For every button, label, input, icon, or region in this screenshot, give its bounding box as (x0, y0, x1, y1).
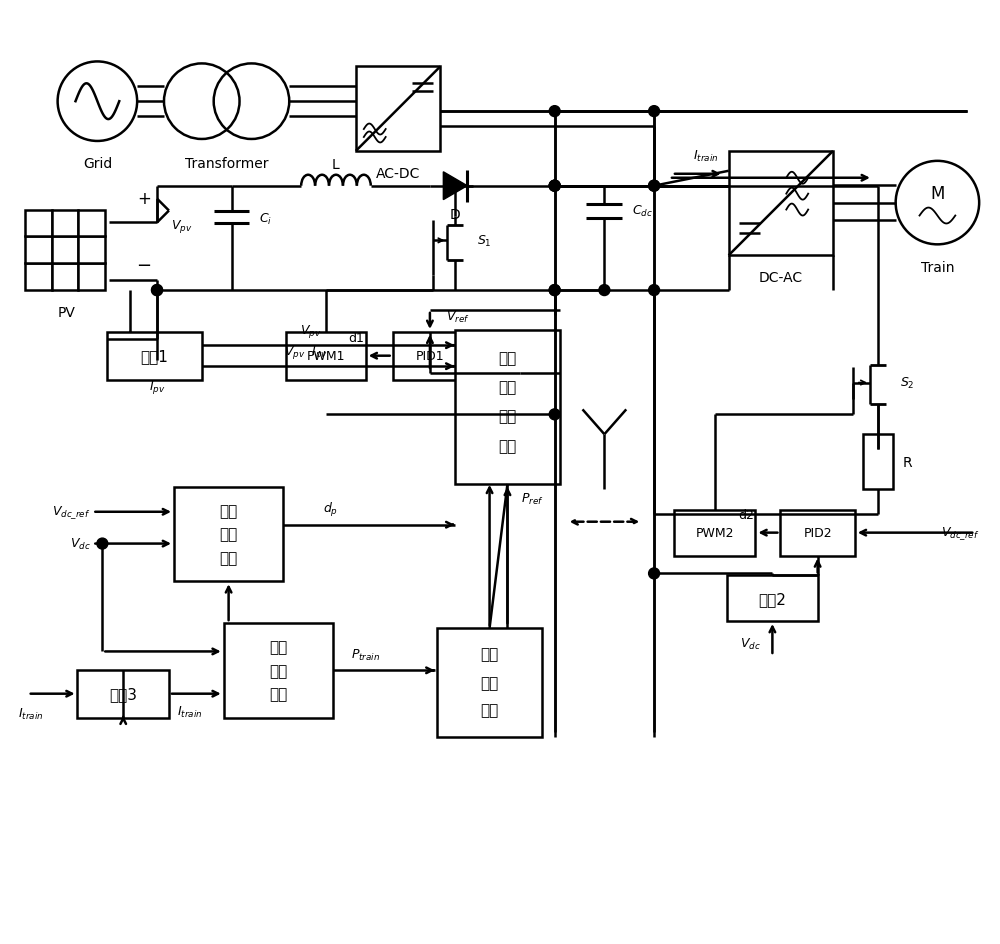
Text: $V_{dc}$: $V_{dc}$ (740, 635, 761, 650)
Bar (729, 152, 833, 256)
Text: $I_{train}$: $I_{train}$ (18, 706, 43, 721)
Bar (52, 237, 78, 264)
Text: $P_{train}$: $P_{train}$ (351, 648, 380, 663)
Text: D: D (450, 208, 461, 221)
Bar (455, 330, 560, 484)
Bar (356, 67, 440, 152)
Text: DC-AC: DC-AC (759, 271, 803, 285)
Circle shape (549, 107, 560, 117)
Text: $I_{train}$: $I_{train}$ (693, 149, 719, 164)
Circle shape (549, 181, 560, 192)
Text: +: + (137, 190, 151, 208)
Text: 计算: 计算 (269, 686, 287, 701)
Circle shape (649, 568, 660, 580)
Circle shape (549, 285, 560, 296)
Bar (25, 237, 52, 264)
Bar (174, 487, 283, 582)
Bar (25, 211, 52, 237)
Text: 采样2: 采样2 (758, 591, 786, 606)
Circle shape (649, 285, 660, 296)
Bar (437, 629, 542, 737)
Bar (107, 332, 202, 380)
Text: 功率: 功率 (219, 503, 238, 518)
Text: 采样1: 采样1 (141, 349, 168, 363)
Bar (78, 264, 105, 291)
Bar (780, 511, 855, 556)
Bar (52, 211, 78, 237)
Text: $I_{pv}$: $I_{pv}$ (149, 379, 165, 396)
Circle shape (649, 107, 660, 117)
Text: 牵引: 牵引 (269, 639, 287, 654)
Text: L: L (332, 158, 340, 172)
Text: $V_{pv}\ \ I_{pv}$: $V_{pv}\ \ I_{pv}$ (284, 344, 328, 361)
Text: PV: PV (58, 306, 76, 320)
Circle shape (152, 285, 162, 296)
Circle shape (97, 538, 108, 549)
Polygon shape (443, 173, 467, 200)
Text: 计算: 计算 (480, 703, 499, 717)
Text: $d_p$: $d_p$ (323, 500, 339, 518)
Text: $S_1$: $S_1$ (477, 233, 492, 248)
Text: 控制: 控制 (498, 438, 517, 453)
Text: $P_{ref}$: $P_{ref}$ (521, 492, 544, 507)
Bar (286, 332, 366, 380)
Text: PWM2: PWM2 (695, 527, 734, 540)
Circle shape (152, 285, 162, 296)
Text: 采样3: 采样3 (109, 686, 137, 701)
Text: 功率: 功率 (269, 663, 287, 678)
Text: M: M (930, 184, 945, 202)
Text: $V_{pv}$: $V_{pv}$ (300, 323, 322, 340)
Circle shape (649, 181, 660, 192)
Text: PWM1: PWM1 (307, 350, 345, 362)
Text: 灵活: 灵活 (498, 351, 517, 365)
Circle shape (549, 285, 560, 296)
Text: 参考: 参考 (480, 646, 499, 661)
Text: R: R (903, 455, 912, 469)
Circle shape (549, 181, 560, 192)
Text: $V_{ref}$: $V_{ref}$ (446, 310, 470, 325)
Bar (77, 670, 169, 717)
Text: PID2: PID2 (803, 527, 832, 540)
Bar (78, 237, 105, 264)
Bar (863, 435, 893, 489)
Text: $V_{pv}$: $V_{pv}$ (171, 218, 193, 235)
Text: 跟踪: 跟踪 (498, 409, 517, 424)
Bar (393, 332, 467, 380)
Text: $I_{train}$: $I_{train}$ (177, 704, 203, 719)
Text: 计算: 计算 (219, 550, 238, 565)
Circle shape (649, 181, 660, 192)
Bar (674, 511, 755, 556)
Circle shape (549, 410, 560, 420)
Text: PID1: PID1 (416, 350, 444, 362)
Circle shape (549, 181, 560, 192)
Text: 功率: 功率 (498, 379, 517, 395)
Text: $V_{dc}$: $V_{dc}$ (70, 536, 90, 551)
Bar (224, 623, 333, 717)
Text: $V_{dc\_ref}$: $V_{dc\_ref}$ (52, 504, 90, 520)
Bar (727, 576, 818, 621)
Text: 增量: 增量 (219, 527, 238, 542)
Text: $V_{dc\_ref}$: $V_{dc\_ref}$ (941, 525, 979, 542)
Text: 功率: 功率 (480, 676, 499, 690)
Text: d2: d2 (739, 509, 754, 522)
Text: $C_{dc}$: $C_{dc}$ (632, 204, 653, 219)
Bar (52, 264, 78, 291)
Bar (78, 211, 105, 237)
Bar (25, 264, 52, 291)
Text: d1: d1 (348, 332, 364, 345)
Text: Grid: Grid (83, 157, 112, 171)
Text: −: − (137, 257, 152, 275)
Text: AC-DC: AC-DC (376, 166, 420, 180)
Text: $C_i$: $C_i$ (259, 211, 273, 227)
Text: Transformer: Transformer (185, 157, 268, 171)
Text: Train: Train (921, 261, 954, 275)
Text: $S_2$: $S_2$ (900, 376, 914, 391)
Circle shape (599, 285, 610, 296)
